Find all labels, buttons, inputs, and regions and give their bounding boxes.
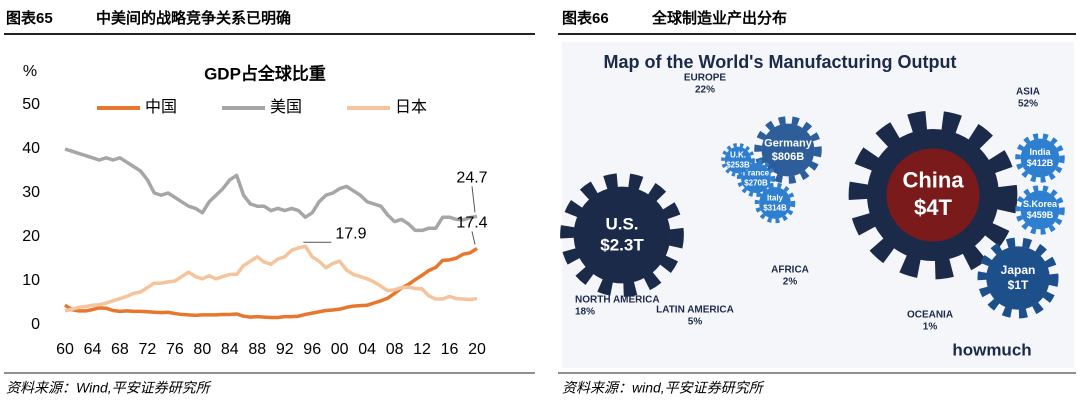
gear (759, 187, 791, 219)
gear (761, 123, 815, 177)
gear-teeth (754, 116, 822, 184)
x-tick-label: 92 (276, 341, 294, 358)
gear-teeth (848, 110, 1018, 280)
figure-caption: 全球制造业产出分布 (651, 9, 787, 27)
bubble-name: Italy (767, 193, 784, 202)
annotation-leader (471, 186, 476, 213)
region-name: OCEANIA (907, 310, 953, 321)
gear-teeth (736, 158, 776, 198)
x-tick-label: 64 (84, 341, 102, 358)
region-share: 5% (688, 317, 703, 328)
y-tick-label: 50 (22, 96, 40, 113)
region-name: EUROPE (684, 73, 727, 84)
source: 资料来源：wind,平安证券研究所 (562, 380, 765, 396)
x-tick-label: 20 (468, 341, 486, 358)
y-tick-label: 40 (22, 140, 40, 157)
x-tick-label: 16 (441, 341, 459, 358)
infographic-title: Map of the World's Manufacturing Output (604, 52, 957, 72)
region-name: NORTH AMERICA (575, 295, 660, 306)
bubble-name: U.K. (730, 150, 746, 159)
source: 资料来源：Wind,平安证券研究所 (6, 380, 212, 396)
flag-disc (886, 148, 980, 242)
bubble-name: S.Korea (1023, 199, 1058, 209)
figure-number: 图表65 (6, 9, 53, 27)
series-line (64, 244, 478, 313)
bubble-name: India (1029, 147, 1051, 157)
bubble-name: U.S. (605, 214, 638, 233)
x-tick-label: 00 (331, 341, 349, 358)
bubble-value: $253B (726, 160, 750, 169)
legend-label: 中国 (145, 98, 177, 116)
annotation-label: 24.7 (456, 170, 487, 187)
x-tick-label: 04 (358, 341, 376, 358)
gear-teeth (1015, 133, 1065, 183)
gear-teeth (977, 237, 1059, 319)
y-tick-label: 30 (22, 184, 40, 201)
region-share: 22% (695, 85, 715, 96)
region-name: AFRICA (771, 265, 809, 276)
gear-teeth (754, 182, 796, 224)
y-tick-label: 20 (22, 228, 40, 245)
x-tick-label: 60 (56, 341, 74, 358)
gear (1020, 138, 1060, 178)
region-name: LATIN AMERICA (656, 305, 734, 316)
region-share: 18% (575, 307, 595, 318)
chart-title: GDP占全球比重 (204, 63, 326, 83)
gear (1020, 190, 1060, 230)
series-line (64, 147, 478, 233)
bubble-name: Japan (1001, 263, 1036, 277)
legend-label: 日本 (395, 98, 427, 116)
gear-teeth (1015, 185, 1065, 235)
gear-teeth (721, 143, 755, 177)
series-line (64, 246, 478, 320)
bubble-name: Germany (764, 137, 813, 149)
y-axis-label: % (23, 63, 37, 80)
gear (724, 146, 752, 174)
bubble-name: France (743, 168, 770, 177)
x-tick-label: 96 (303, 341, 321, 358)
bubble-value: $4T (914, 195, 952, 220)
x-tick-label: 72 (139, 341, 157, 358)
x-tick-label: 68 (111, 341, 129, 358)
gear (573, 186, 671, 284)
x-tick-label: 76 (166, 341, 184, 358)
annotation-label: 17.4 (456, 215, 487, 232)
gear-teeth (560, 173, 684, 297)
annotation-label: 17.9 (335, 225, 366, 242)
x-tick-label: 88 (248, 341, 266, 358)
brand: howmuch (952, 340, 1031, 359)
region-share: 2% (783, 277, 798, 288)
bubble-value: $1T (1008, 278, 1029, 292)
y-tick-label: 10 (22, 272, 40, 289)
bubble-value: $459B (1027, 210, 1054, 220)
x-tick-label: 08 (386, 341, 404, 358)
gear (986, 246, 1050, 310)
bubble-value: $806B (772, 151, 804, 163)
legend-label: 美国 (270, 98, 302, 116)
figure-number: 图表66 (562, 9, 609, 27)
bubble-value: $412B (1027, 158, 1054, 168)
bubble-value: $270B (744, 178, 768, 187)
gear (741, 163, 771, 193)
annotation-leader (471, 231, 476, 245)
figure-caption: 中美间的战略竞争关系已明确 (96, 9, 291, 27)
x-tick-label: 84 (221, 341, 239, 358)
bubble-name: China (902, 168, 964, 193)
bubble-value: $2.3T (600, 236, 644, 255)
region-name: ASIA (1016, 87, 1040, 98)
y-tick-label: 0 (31, 316, 40, 333)
x-tick-label: 80 (193, 341, 211, 358)
region-share: 1% (923, 322, 938, 333)
x-tick-label: 12 (413, 341, 431, 358)
region-share: 52% (1018, 99, 1038, 110)
bubble-value: $314B (763, 203, 787, 212)
